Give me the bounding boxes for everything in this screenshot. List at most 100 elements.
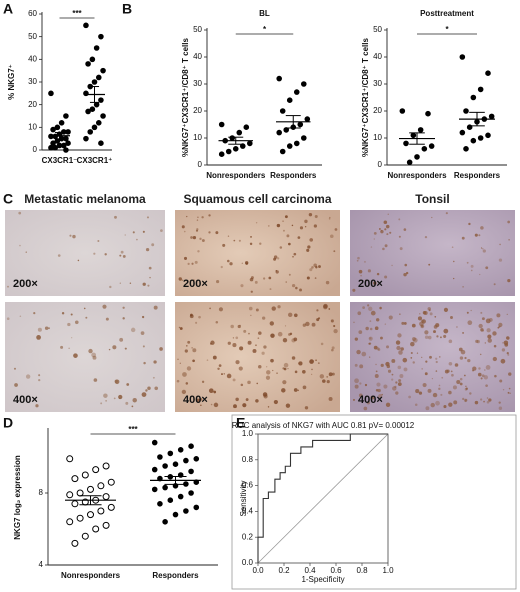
data-point <box>85 61 91 67</box>
stain-spot <box>352 398 356 401</box>
stain-spot <box>408 395 411 399</box>
stain-spot <box>243 329 247 333</box>
stain-spot <box>151 243 155 247</box>
stain-spot <box>235 360 240 365</box>
data-point <box>485 132 491 139</box>
x-tick-label: CX3CR1⁻ <box>42 156 78 165</box>
stain-spot <box>367 269 371 273</box>
stain-spot <box>281 388 286 393</box>
stain-spot <box>190 313 193 317</box>
stain-spot <box>215 320 219 324</box>
stain-spot <box>237 324 241 329</box>
stain-spot <box>436 335 439 338</box>
stain-spot <box>451 246 454 249</box>
stain-spot <box>282 338 288 343</box>
stain-spot <box>419 313 421 315</box>
data-point <box>421 146 428 152</box>
stain-spot <box>93 378 98 382</box>
stain-spot <box>282 380 287 385</box>
stain-spot <box>195 321 198 324</box>
stain-spot <box>25 251 27 253</box>
stain-spot <box>83 307 86 310</box>
stain-spot <box>427 388 432 393</box>
data-point <box>177 493 184 500</box>
stain-spot <box>318 265 321 268</box>
stain-spot <box>509 392 511 394</box>
stain-spot <box>481 247 484 250</box>
data-point <box>85 108 91 115</box>
stain-spot <box>226 373 232 379</box>
data-point <box>87 129 94 135</box>
stain-spot <box>410 356 413 359</box>
stain-spot <box>276 223 281 228</box>
stain-spot <box>385 224 390 229</box>
stain-spot <box>250 236 252 238</box>
stain-spot <box>142 345 145 348</box>
stain-spot <box>196 219 199 221</box>
stain-spot <box>395 381 398 384</box>
stain-spot <box>67 322 71 327</box>
stain-spot <box>191 262 194 265</box>
stain-spot <box>69 234 72 237</box>
stain-spot <box>38 374 41 377</box>
data-point <box>89 106 96 112</box>
stain-spot <box>507 220 511 224</box>
stain-spot <box>36 335 41 340</box>
data-point <box>76 514 84 522</box>
stain-spot <box>147 284 150 287</box>
y-axis-label: NKG7 log₂ expression <box>13 455 22 540</box>
stain-spot <box>367 304 370 307</box>
stain-spot <box>145 247 150 252</box>
stain-spot <box>453 400 458 405</box>
stain-spot <box>450 370 453 373</box>
stain-spot <box>398 350 403 355</box>
stain-spot <box>304 219 308 224</box>
stain-spot <box>176 379 180 383</box>
stain-spot <box>478 367 481 370</box>
stain-spot <box>181 389 187 395</box>
stain-spot <box>415 389 420 394</box>
stain-spot <box>254 280 258 284</box>
stain-spot <box>194 260 198 264</box>
stain-spot <box>392 386 397 391</box>
stain-spot <box>179 362 181 364</box>
stain-spot <box>114 379 118 383</box>
data-point <box>183 457 189 464</box>
data-point <box>428 143 435 149</box>
stain-spot <box>275 269 278 272</box>
stain-spot <box>386 345 390 349</box>
stain-spot <box>435 400 440 406</box>
y-axis-label: %NKG7⁺CX3CR1⁺/CD8⁺ T cells <box>361 37 370 156</box>
data-point <box>236 129 243 136</box>
stain-spot <box>391 264 393 267</box>
stain-spot <box>417 316 423 321</box>
data-point <box>95 120 102 126</box>
magnification: 200× <box>13 278 38 290</box>
roc-curve <box>257 433 388 563</box>
y-tick-label: 10 <box>193 133 202 142</box>
x-tick-label: Responders <box>152 571 199 580</box>
stain-spot <box>421 368 423 370</box>
stain-spot <box>467 320 473 326</box>
stain-spot <box>291 224 294 227</box>
y-tick-label: 30 <box>193 79 202 88</box>
stain-spot <box>493 344 497 348</box>
stain-spot <box>468 222 471 226</box>
stain-spot <box>445 212 448 215</box>
stain-spot <box>257 337 260 340</box>
stain-spot <box>399 374 404 378</box>
stain-spot <box>279 246 283 249</box>
stain-spot <box>230 324 234 329</box>
stain-spot <box>266 370 271 375</box>
stain-spot <box>197 250 200 253</box>
stain-spot <box>289 332 293 336</box>
stain-spot <box>187 262 190 265</box>
stain-spot <box>319 374 325 379</box>
stain-spot <box>506 313 508 315</box>
stain-spot <box>268 276 272 280</box>
stain-spot <box>249 277 254 282</box>
stain-spot <box>479 353 482 356</box>
stain-spot <box>498 325 501 328</box>
stain-spot <box>326 380 330 384</box>
stain-spot <box>206 359 209 361</box>
